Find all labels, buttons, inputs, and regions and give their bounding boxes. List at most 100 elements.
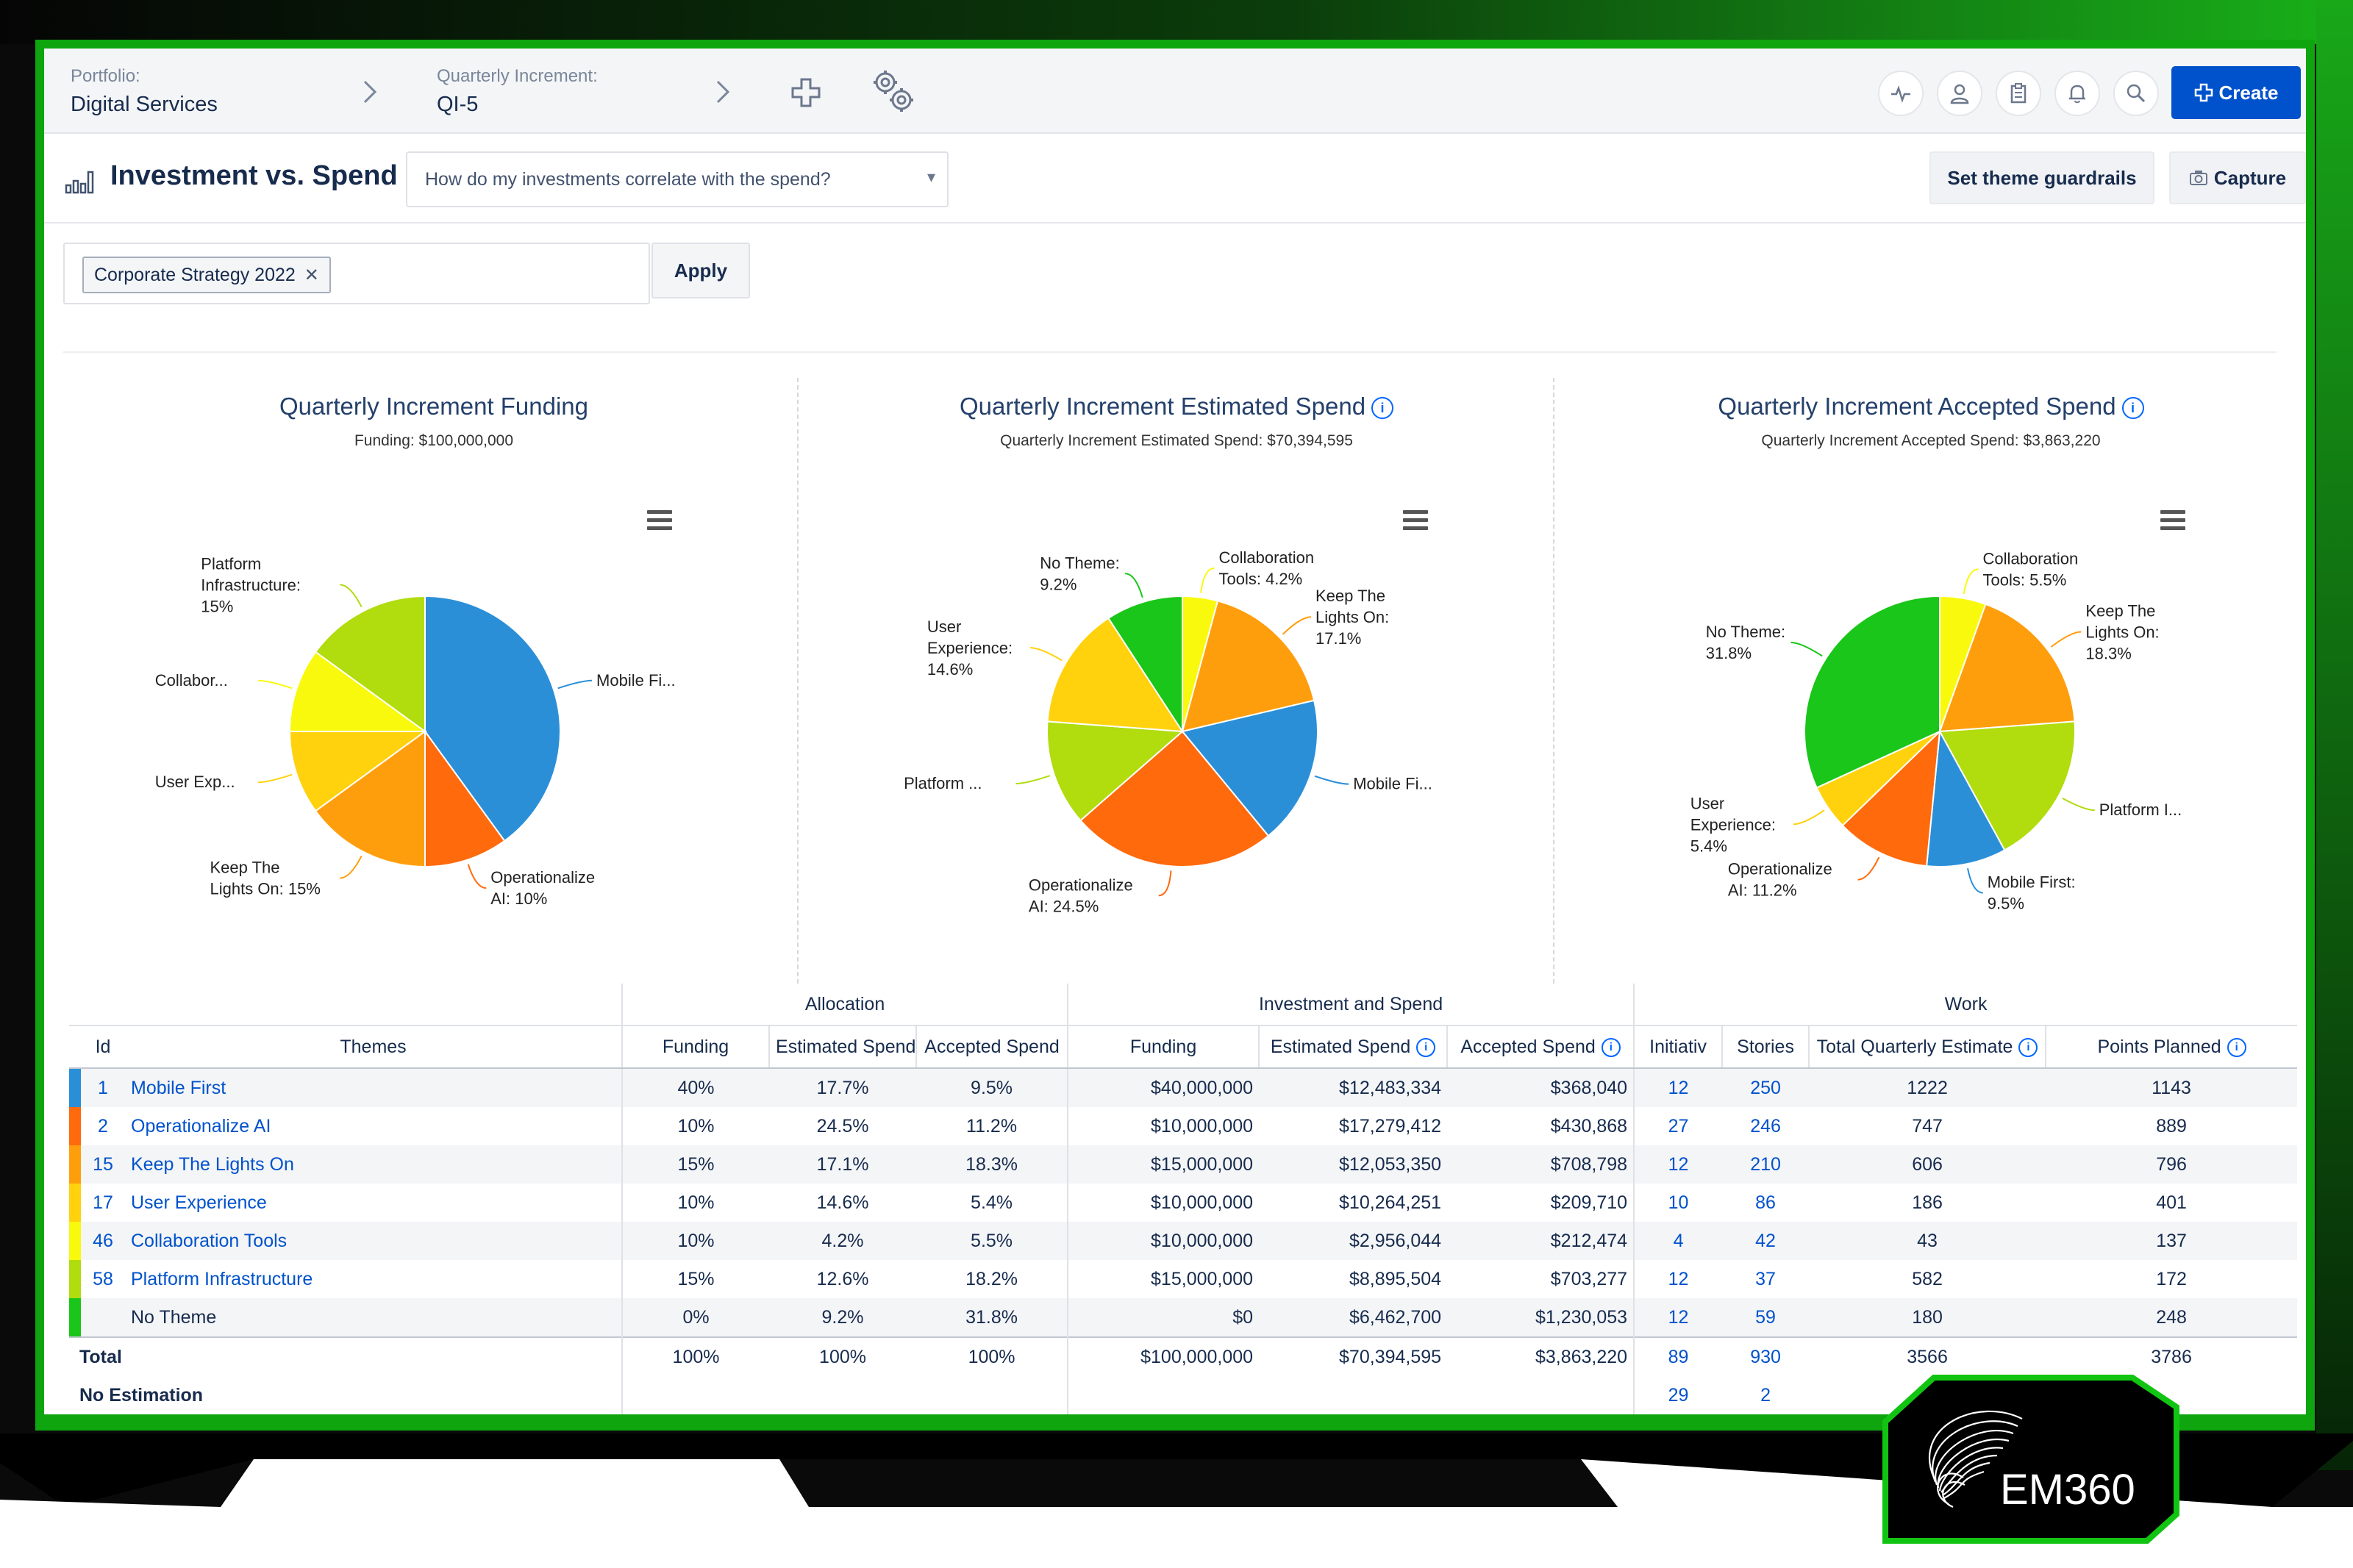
search-icon[interactable]	[2113, 71, 2159, 116]
initiatives-link[interactable]: 12	[1633, 1298, 1723, 1337]
col-alloc-accepted[interactable]: Accepted Spend	[915, 1025, 1068, 1069]
total-inv-funding: $100,000,000	[1067, 1336, 1260, 1376]
info-icon[interactable]: i	[2018, 1037, 2038, 1057]
pie-connector	[1314, 775, 1349, 785]
pie-slice[interactable]	[1046, 720, 1185, 822]
chevron-right-icon[interactable]	[362, 79, 378, 110]
pie-slice[interactable]	[1046, 617, 1184, 733]
theme-name[interactable]: Mobile First	[125, 1068, 623, 1107]
info-icon[interactable]: i	[1371, 397, 1394, 420]
pie-slice[interactable]	[288, 651, 428, 732]
table-row: 1 Mobile First 40% 17.7% 9.5% $40,000,000 $12,…	[69, 1068, 2298, 1107]
clipboard-icon[interactable]	[1996, 71, 2041, 116]
pie-slice[interactable]	[288, 731, 428, 812]
theme-name[interactable]: Operationalize AI	[131, 1115, 271, 1136]
col-inv-funding[interactable]: Funding	[1067, 1025, 1260, 1069]
stories-link[interactable]: 59	[1722, 1298, 1810, 1337]
notification-bell-icon[interactable]	[2054, 71, 2100, 116]
initiatives-link[interactable]: 4	[1633, 1222, 1723, 1260]
info-icon[interactable]: i	[1601, 1037, 1621, 1057]
chart-menu-icon[interactable]	[1403, 510, 1428, 534]
portfolio-selector[interactable]: Portfolio: Digital Services	[71, 66, 218, 117]
inv-accepted: $703,277	[1550, 1268, 1628, 1289]
set-theme-guardrails-button[interactable]: Set theme guardrails	[1929, 151, 2154, 204]
question-dropdown[interactable]: How do my investments correlate with the…	[406, 151, 949, 207]
chart-menu-icon[interactable]	[2160, 510, 2185, 534]
col-stories[interactable]: Stories	[1721, 1025, 1810, 1069]
info-icon[interactable]: i	[1416, 1037, 1436, 1057]
col-alloc-estimated[interactable]: Estimated Spend	[768, 1025, 917, 1069]
header-divider	[44, 222, 2306, 223]
pie-slice[interactable]	[1181, 600, 1315, 733]
initiatives-link[interactable]: 27	[1633, 1107, 1723, 1145]
create-button[interactable]: Create	[2171, 66, 2301, 119]
total-initiatives-link[interactable]: 89	[1633, 1336, 1723, 1376]
col-points-planned[interactable]: Points Planned i	[2045, 1025, 2298, 1069]
apply-button[interactable]: Apply	[651, 243, 750, 298]
no-est-initiatives-link[interactable]: 29	[1633, 1376, 1723, 1414]
stories-link[interactable]: 37	[1755, 1268, 1776, 1289]
stories-link[interactable]: 210	[1722, 1145, 1810, 1184]
pie-slice[interactable]	[1803, 595, 1940, 789]
no-estimation-label: No Estimation	[79, 1384, 204, 1406]
pie-slice[interactable]	[1925, 728, 2006, 867]
theme-id-link[interactable]: 58	[93, 1268, 113, 1289]
stories-link[interactable]: 246	[1750, 1115, 1781, 1136]
initiatives-link[interactable]: 12	[1633, 1145, 1723, 1184]
info-icon[interactable]: i	[2227, 1037, 2246, 1057]
pie-slice[interactable]	[1181, 699, 1319, 837]
theme-id-link[interactable]: 1	[81, 1068, 125, 1107]
stories-link[interactable]: 86	[1755, 1192, 1776, 1213]
remove-tag-icon[interactable]: ✕	[304, 265, 319, 285]
capture-button[interactable]: Capture	[2169, 151, 2306, 204]
pie-slice[interactable]	[314, 595, 426, 733]
col-initiatives[interactable]: Initiativ	[1633, 1025, 1723, 1069]
theme-name[interactable]: User Experience	[131, 1192, 267, 1213]
filter-tag: Corporate Strategy 2022 ✕	[82, 257, 331, 293]
alloc-accepted: 5.5%	[916, 1222, 1068, 1260]
no-est-stories-link[interactable]: 2	[1760, 1384, 1771, 1406]
theme-name[interactable]: Collaboration Tools	[125, 1222, 623, 1260]
col-total-estimate[interactable]: Total Quarterly Estimate i	[1808, 1025, 2046, 1069]
initiatives-link[interactable]: 12	[1633, 1068, 1723, 1107]
initiatives-link[interactable]: 12	[1633, 1260, 1723, 1298]
total-inv-estimated: $70,394,595	[1259, 1336, 1448, 1376]
initiatives-link[interactable]: 10	[1633, 1184, 1723, 1222]
theme-name[interactable]: Keep The Lights On	[125, 1145, 623, 1184]
theme-id-link[interactable]	[81, 1298, 125, 1337]
add-crosshair-icon[interactable]	[790, 76, 822, 112]
pie-slice[interactable]	[1079, 730, 1270, 867]
theme-id-link[interactable]: 2	[98, 1115, 108, 1136]
theme-name[interactable]: Platform Infrastructure	[131, 1268, 313, 1289]
theme-id-link[interactable]: 15	[81, 1145, 125, 1184]
pie-slice[interactable]	[1938, 603, 2076, 733]
chart-menu-icon[interactable]	[647, 510, 672, 534]
pie-slice[interactable]	[424, 595, 561, 842]
user-profile-icon[interactable]	[1937, 71, 1982, 116]
chevron-right-icon[interactable]	[715, 79, 731, 110]
stories-link[interactable]: 42	[1722, 1222, 1810, 1260]
total-estimate: 3566	[1809, 1336, 2046, 1376]
col-inv-accepted[interactable]: Accepted Spend i	[1446, 1025, 1635, 1069]
info-icon[interactable]: i	[2121, 397, 2144, 420]
strategy-filter-input[interactable]: Corporate Strategy 2022 ✕	[63, 243, 650, 304]
col-alloc-funding[interactable]: Funding	[621, 1025, 770, 1069]
col-inv-estimated[interactable]: Estimated Spend i	[1258, 1025, 1448, 1069]
section-divider	[63, 351, 2277, 353]
stories-link[interactable]: 250	[1722, 1068, 1810, 1107]
col-id[interactable]: Id	[81, 1025, 125, 1069]
pie-slice[interactable]	[1938, 720, 2076, 851]
activity-pulse-icon[interactable]	[1878, 71, 1924, 116]
col-themes[interactable]: Themes	[125, 1025, 623, 1069]
pie-slice[interactable]	[424, 728, 506, 868]
pie-slice[interactable]	[314, 730, 426, 868]
settings-gears-icon[interactable]	[868, 66, 919, 121]
pie-label: Collaboration Tools: 4.2%	[1218, 548, 1314, 588]
alloc-estimated: 17.7%	[769, 1068, 917, 1107]
pie-slice[interactable]	[1107, 595, 1183, 734]
theme-id-link[interactable]: 17	[93, 1192, 113, 1213]
quarterly-increment-selector[interactable]: Quarterly Increment: QI-5	[437, 66, 598, 117]
theme-id-link[interactable]: 46	[81, 1222, 125, 1260]
pie-slice[interactable]	[1841, 729, 1941, 867]
total-stories-link[interactable]: 930	[1722, 1336, 1810, 1376]
